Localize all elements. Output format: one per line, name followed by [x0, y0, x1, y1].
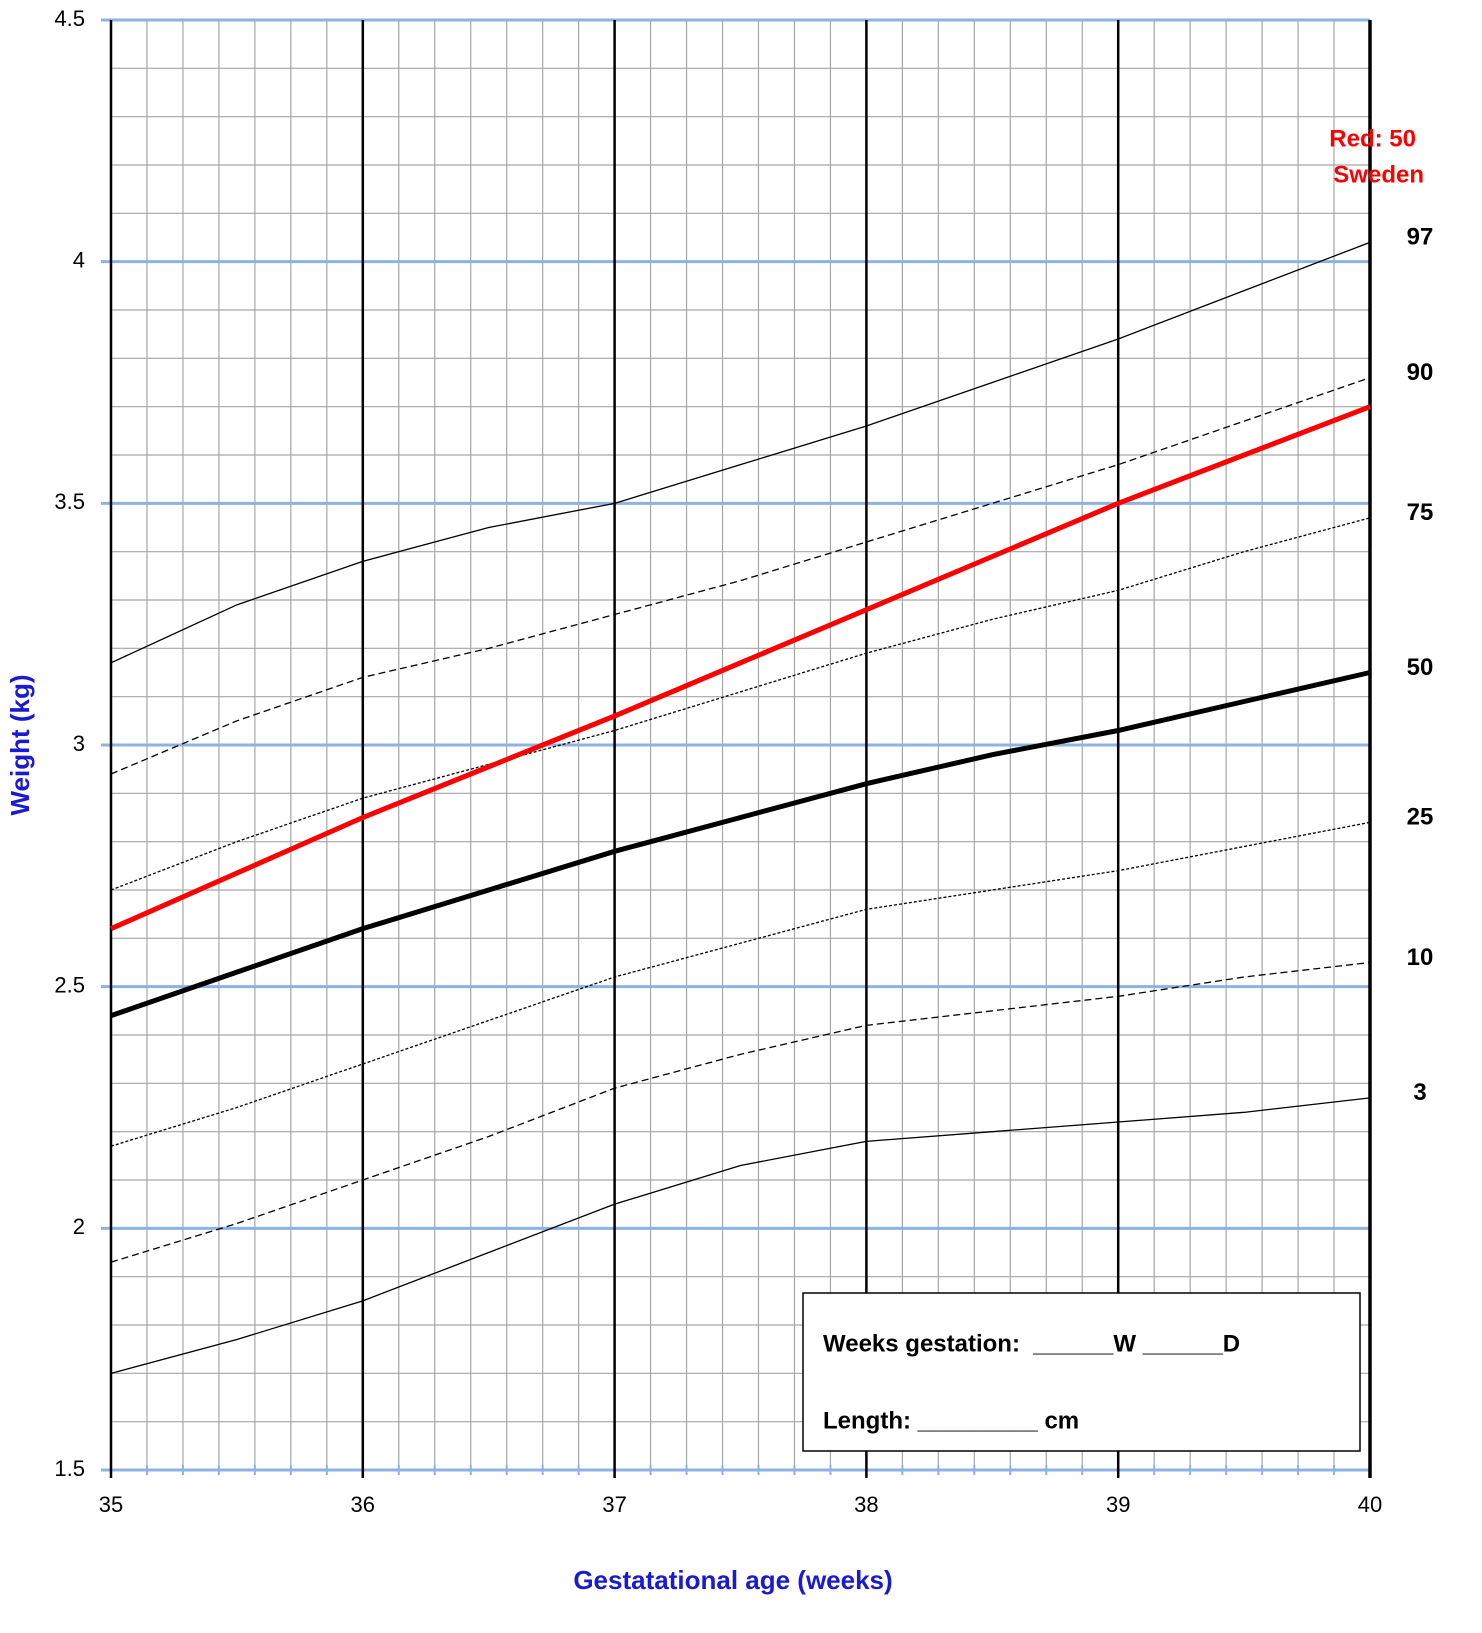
series-label: 10: [1407, 944, 1434, 971]
x-tick-label: 38: [854, 1492, 878, 1517]
y-tick-label: 4.5: [54, 6, 85, 31]
series-line: [110, 377, 1371, 775]
y-tick-label: 2: [73, 1214, 85, 1239]
series-line: [110, 1097, 1371, 1374]
x-tick-label: 35: [99, 1492, 123, 1517]
form-line: Weeks gestation: ______W ______D: [823, 1330, 1240, 1357]
series-line: [110, 961, 1371, 1263]
x-tick-label: 37: [602, 1492, 626, 1517]
series-line: [110, 670, 1371, 1019]
annotation: Sweden: [1333, 161, 1424, 188]
series-line: [109, 404, 1371, 931]
y-tick-label: 1.5: [54, 1456, 85, 1481]
x-tick-label: 40: [1358, 1492, 1382, 1517]
y-tick-label: 4: [73, 247, 85, 272]
series-label: 50: [1407, 654, 1434, 681]
series-label: 3: [1413, 1079, 1426, 1106]
series-label: 25: [1407, 804, 1434, 831]
series-label: Red: 50: [1329, 125, 1416, 152]
y-tick-label: 2.5: [54, 972, 85, 997]
grid: 1.5 2 2.5 3 3.5 4 4.5 35 36 37 38 39 40: [54, 6, 1382, 1517]
y-tick-label: 3: [73, 731, 85, 756]
y-axis-label: Weight (kg): [5, 674, 35, 815]
series-label: 75: [1407, 499, 1434, 526]
series-line: [110, 241, 1371, 664]
series-line: [110, 821, 1371, 1147]
x-tick-label: 36: [351, 1492, 375, 1517]
series-lines: [109, 241, 1371, 1374]
form-box: [802, 1292, 1361, 1452]
form-line: Length: _________ cm: [823, 1407, 1079, 1434]
series-label: 97: [1407, 224, 1434, 251]
series-line: [110, 517, 1371, 891]
x-tick-label: 39: [1106, 1492, 1130, 1517]
y-tick-label: 3.5: [54, 489, 85, 514]
series-label: 90: [1407, 359, 1434, 386]
x-axis-label: Gestatational age (weeks): [573, 1565, 892, 1595]
